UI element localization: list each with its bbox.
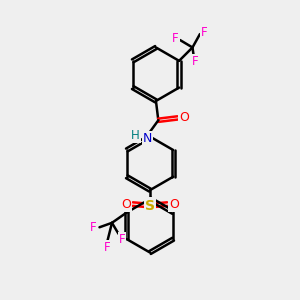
Text: F: F: [119, 233, 125, 246]
Text: O: O: [121, 198, 131, 211]
Text: H: H: [131, 129, 140, 142]
Text: F: F: [90, 221, 96, 234]
Text: S: S: [145, 199, 155, 213]
Text: F: F: [104, 241, 111, 254]
Text: F: F: [201, 26, 208, 39]
Text: O: O: [169, 198, 179, 211]
Text: F: F: [192, 55, 199, 68]
Text: F: F: [172, 32, 179, 45]
Text: O: O: [179, 111, 189, 124]
Text: N: N: [142, 132, 152, 145]
